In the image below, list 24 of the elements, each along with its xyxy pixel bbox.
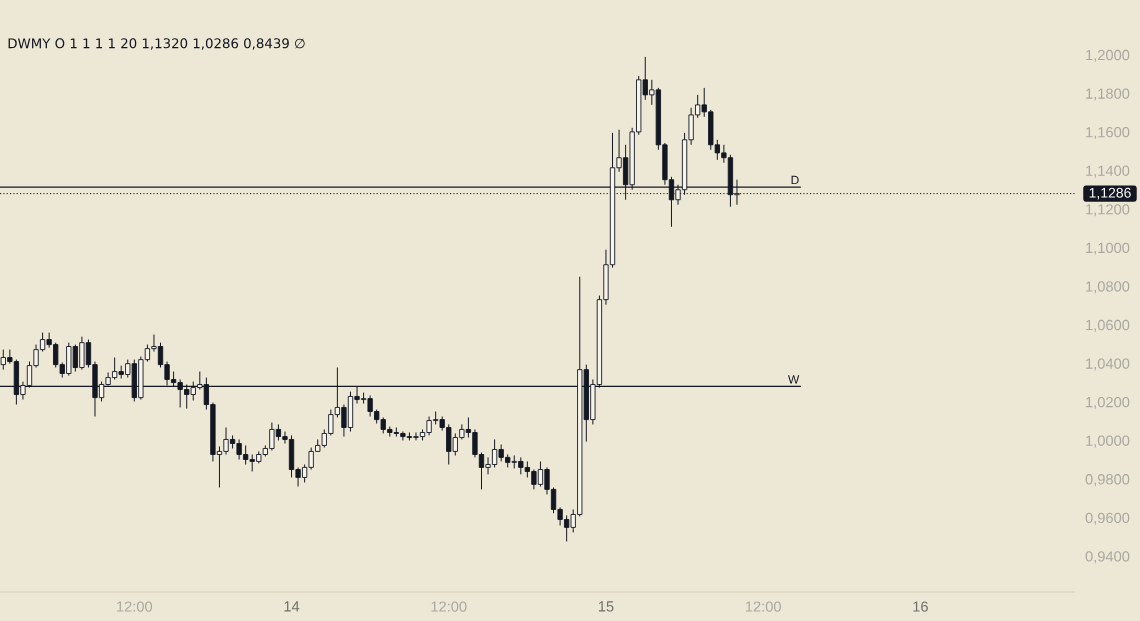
y-tick-label: 1,0800 bbox=[1086, 281, 1130, 294]
y-tick-label: 1,1400 bbox=[1086, 165, 1130, 178]
y-tick-label: 1,0400 bbox=[1086, 358, 1130, 371]
x-tick-label: 15 bbox=[598, 601, 614, 612]
annotation: DWMY O 1 1 1 1 20 1,1320 1,0286 0,8439 ∅ bbox=[8, 38, 305, 50]
y-tick-label: 0,9800 bbox=[1085, 474, 1130, 487]
y-tick-label: 1,1600 bbox=[1086, 127, 1130, 140]
x-tick-label: 12:00 bbox=[431, 601, 467, 612]
y-tick-label: 1,1200 bbox=[1086, 204, 1130, 217]
y-tick-label: 1,1000 bbox=[1086, 242, 1130, 255]
y-tick-label: 0,9600 bbox=[1085, 512, 1130, 525]
y-tick-label: 1,0000 bbox=[1086, 435, 1130, 448]
x-tick-label: 16 bbox=[913, 601, 928, 612]
ref-line-label: 1,1286 bbox=[1089, 187, 1131, 200]
ref-line-label: W bbox=[788, 375, 800, 384]
y-tick-label: 1,0200 bbox=[1086, 396, 1130, 410]
x-tick-label: 14 bbox=[284, 601, 300, 612]
y-tick-label: 0,9400 bbox=[1085, 551, 1130, 564]
y-tick-label: 1,1800 bbox=[1086, 88, 1130, 101]
y-tick-label: 1,2000 bbox=[1086, 49, 1130, 62]
ref-line-label: D bbox=[791, 175, 799, 185]
x-tick-label: 12:00 bbox=[745, 601, 781, 612]
x-tick-label: 12:00 bbox=[117, 601, 153, 612]
y-tick-label: 1,0600 bbox=[1086, 319, 1130, 332]
